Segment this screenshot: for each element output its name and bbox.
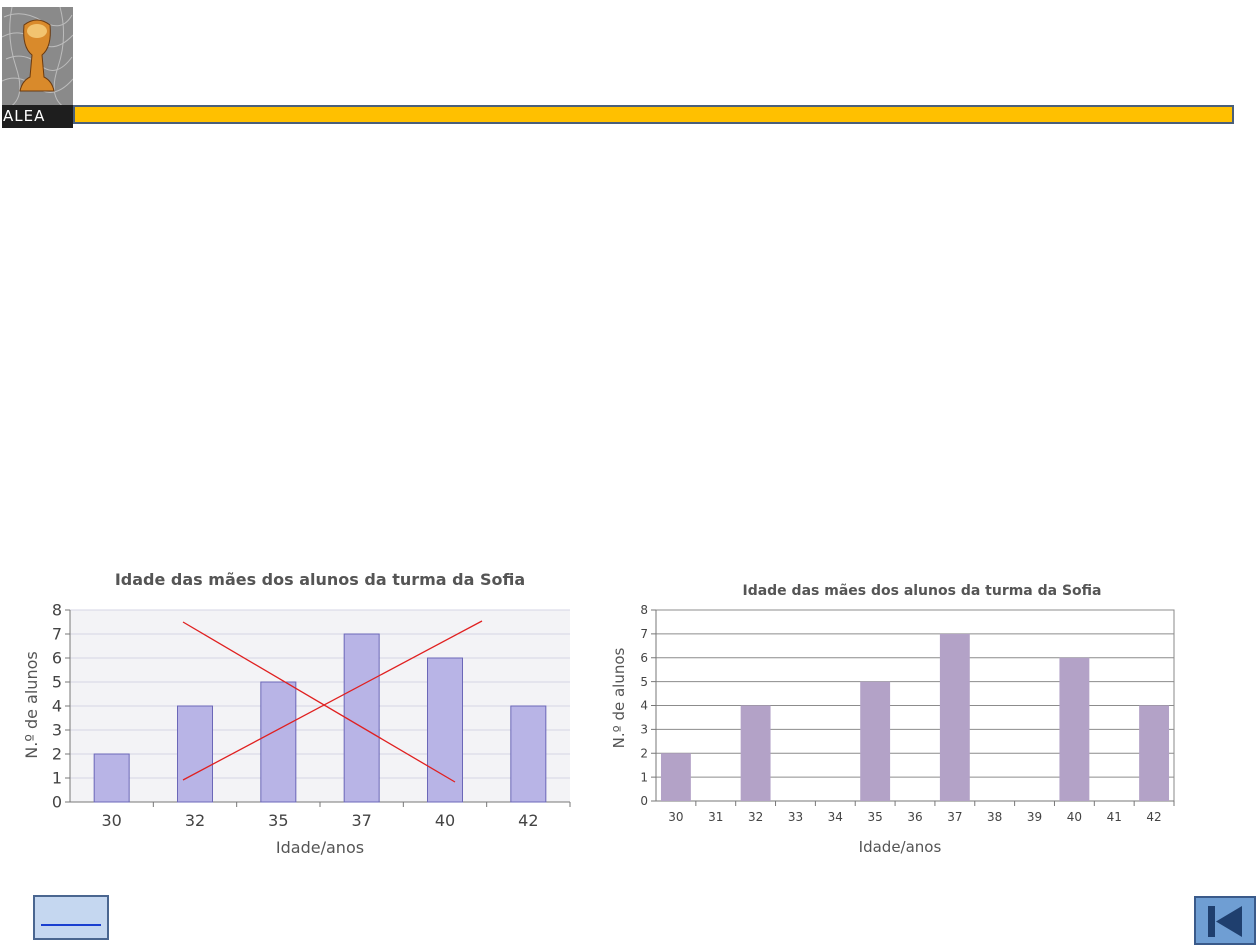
link-underline-icon	[41, 924, 101, 926]
y-tick-label: 3	[640, 723, 648, 737]
x-tick-label: 35	[868, 810, 883, 824]
y-tick-label: 0	[640, 794, 648, 808]
y-tick-label: 3	[52, 721, 62, 740]
chart-title: Idade das mães dos alunos da turma da So…	[115, 570, 525, 589]
bar-37	[939, 633, 970, 801]
bar-35	[260, 681, 297, 803]
x-tick-label: 42	[1146, 810, 1161, 824]
y-tick-label: 2	[640, 746, 648, 760]
x-tick-label: 30	[101, 811, 121, 830]
x-tick-label: 40	[1067, 810, 1082, 824]
back-button[interactable]	[1194, 896, 1256, 945]
x-tick-label: 41	[1107, 810, 1122, 824]
nav-link-button[interactable]	[33, 895, 109, 940]
bar-32	[740, 705, 771, 801]
bar-32	[177, 705, 213, 803]
x-tick-label: 37	[351, 811, 371, 830]
cross-line-1	[182, 621, 456, 783]
y-tick-label: 1	[52, 769, 62, 788]
x-tick-label: 35	[268, 811, 288, 830]
x-tick-label: 37	[947, 810, 962, 824]
x-tick-label: 33	[788, 810, 803, 824]
x-tick-label: 39	[1027, 810, 1042, 824]
y-tick-label: 5	[52, 673, 62, 692]
skip-back-icon	[1208, 906, 1242, 937]
y-tick-label: 4	[640, 699, 648, 713]
x-tick-label: 42	[518, 811, 538, 830]
y-tick-label: 6	[640, 651, 648, 665]
y-tick-label: 8	[640, 603, 648, 617]
y-tick-label: 0	[52, 793, 62, 812]
x-tick-label: 34	[828, 810, 843, 824]
x-tick-label: 32	[748, 810, 763, 824]
chart-left: Idade das mães dos alunos da turma da So…	[22, 570, 571, 857]
bar-40	[1059, 657, 1090, 801]
x-tick-label: 30	[668, 810, 683, 824]
x-tick-label: 38	[987, 810, 1002, 824]
x-tick-label: 31	[708, 810, 723, 824]
y-tick-label: 4	[52, 697, 62, 716]
y-tick-label: 2	[52, 745, 62, 764]
bar-42	[1139, 705, 1170, 801]
y-axis-label: N.º de alunos	[22, 651, 41, 758]
x-axis-label: Idade/anos	[859, 838, 942, 856]
x-tick-label: 36	[907, 810, 922, 824]
x-tick-label: 40	[435, 811, 455, 830]
bar-42	[510, 705, 547, 803]
bar-30	[93, 753, 130, 803]
alea-logo	[2, 7, 73, 128]
x-axis-label: Idade/anos	[276, 838, 364, 857]
y-tick-label: 6	[52, 649, 62, 668]
cross-line-2	[182, 620, 483, 781]
y-tick-label: 7	[640, 627, 648, 641]
x-tick-label: 32	[185, 811, 205, 830]
y-tick-label: 7	[52, 625, 62, 644]
y-tick-label: 5	[640, 675, 648, 689]
logo-text: ALEA	[3, 107, 46, 125]
y-tick-label: 8	[52, 601, 62, 620]
header-bar	[73, 105, 1234, 124]
chart-title: Idade das mães dos alunos da turma da So…	[742, 583, 1101, 599]
chart-right: Idade das mães dos alunos da turma da So…	[610, 583, 1175, 856]
bar-30	[660, 753, 691, 801]
bar-40	[427, 657, 463, 803]
bar-37	[343, 633, 380, 803]
y-tick-label: 1	[640, 770, 648, 784]
bar-35	[860, 681, 891, 801]
y-axis-label: N.º de alunos	[610, 647, 628, 748]
